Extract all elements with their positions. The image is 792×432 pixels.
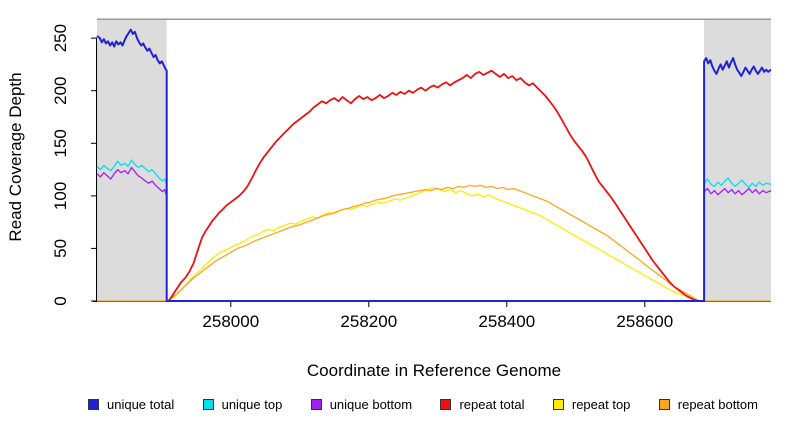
legend-swatch-icon — [658, 399, 670, 410]
legend-swatch-icon — [202, 399, 214, 410]
x-tick-label: 258000 — [202, 312, 259, 331]
y-axis-title: Read Coverage Depth — [6, 72, 25, 242]
legend-item-repeat-bottom: repeat bottom — [658, 397, 758, 412]
y-tick-label: 50 — [51, 239, 70, 258]
y-tick-label: 250 — [51, 24, 70, 52]
series-repeat-top — [168, 186, 699, 302]
series-repeat-total — [167, 69, 699, 302]
legend-swatch-icon — [88, 399, 99, 410]
legend-item-repeat-total: repeat total — [440, 397, 525, 412]
legend-swatch-icon — [552, 399, 564, 410]
legend-swatch-icon — [440, 399, 452, 410]
legend-label: repeat bottom — [677, 397, 758, 412]
legend-item-repeat-top: repeat top — [552, 397, 631, 412]
legend-label: repeat total — [459, 397, 525, 412]
series-unique-top — [96, 159, 772, 302]
legend-item-unique-top: unique top — [202, 397, 283, 412]
legend-label: unique bottom — [329, 397, 413, 412]
legend-item-unique-bottom: unique bottom — [310, 397, 413, 412]
legend: unique total unique top unique bottom repea… — [88, 397, 758, 412]
masked-region — [704, 19, 771, 301]
series-unique-total — [96, 28, 772, 302]
x-tick-label: 258200 — [340, 312, 397, 331]
y-tick-label: 0 — [51, 296, 70, 305]
y-tick-label: 200 — [51, 77, 70, 105]
series-repeat-bottom — [97, 184, 771, 302]
legend-label: repeat top — [571, 397, 631, 412]
x-tick-label: 258400 — [478, 312, 535, 331]
legend-swatch-icon — [310, 399, 322, 410]
legend-item-unique-total: unique total — [88, 397, 174, 412]
y-tick-label: 150 — [51, 129, 70, 157]
y-tick-label: 100 — [51, 182, 70, 210]
legend-label: unique total — [107, 397, 175, 412]
legend-label: unique top — [221, 397, 283, 412]
x-axis-title: Coordinate in Reference Genome — [306, 361, 562, 380]
x-tick-label: 258600 — [616, 312, 673, 331]
